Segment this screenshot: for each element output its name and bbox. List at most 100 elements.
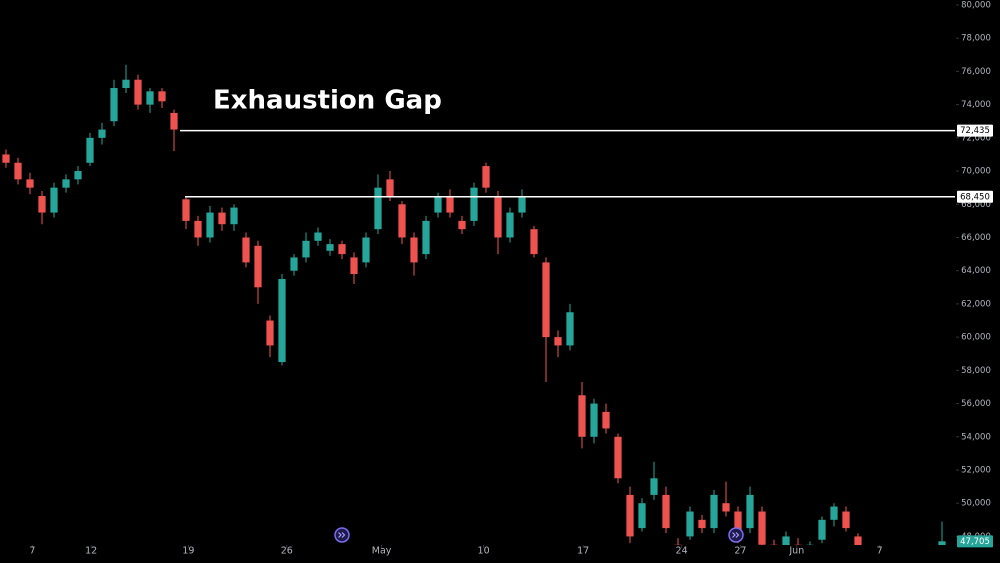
candle-body [302,240,310,258]
x-tick-label: 7 [29,546,35,557]
event-icon[interactable] [728,527,744,543]
candle-body [518,195,526,213]
candle-body [50,187,58,213]
candle-body [482,166,490,188]
candle-body [434,195,442,213]
x-tick-label: 24 [676,546,688,557]
candle-body [782,536,790,545]
x-tick-label: 17 [577,546,589,557]
candle-body [98,129,106,138]
candle-body [662,494,670,529]
y-tick-label: 78,000 [961,34,991,44]
y-tick-label: 76,000 [961,67,991,77]
candle-body [722,503,730,512]
candle-body [410,237,418,263]
candle-body [398,204,406,238]
candle-body [242,237,250,263]
candle-body [710,494,718,529]
candle-body [674,544,682,545]
y-tick-label: 56,000 [961,399,991,409]
candle-body [830,506,838,520]
y-tick-label: 80,000 [961,0,991,10]
candle-body [590,403,598,437]
candle-body [62,179,70,188]
candle-body [122,79,130,89]
candle-body [362,237,370,263]
y-tick-label: 54,000 [961,432,991,442]
candle-body [74,171,82,180]
candle-body [158,91,166,102]
candle-body [626,494,634,537]
y-tick-label: 70,000 [961,167,991,177]
x-tick-label: 26 [281,546,293,557]
candle-body [614,436,622,479]
y-tick-label: 52,000 [961,465,991,475]
candle-body [338,244,346,255]
y-tick-label: 60,000 [961,333,991,343]
level-label-box [957,190,993,203]
candle-body [194,220,202,238]
candle-body [14,162,22,180]
event-icon[interactable] [334,527,350,543]
candle-body [506,212,514,238]
x-tick-label: 7 [877,546,883,557]
candle-body [206,212,214,238]
level-label: 68,450 [960,192,990,202]
candle-body [842,511,850,529]
candle-body [230,207,238,225]
candle-body [938,541,946,545]
candle-body [26,179,34,188]
x-tick-label: May [372,546,392,557]
candle-body [86,137,94,163]
candle-body [446,195,454,213]
candle-body [746,494,754,529]
x-tick-label: 10 [478,546,490,557]
candle-body [386,179,394,196]
candle-body [458,220,466,230]
level-label: 72,435 [960,126,990,136]
y-tick-label: 72,000 [961,133,991,143]
candle-body [38,195,46,213]
candle-body [758,511,766,545]
y-tick-label: 64,000 [961,266,991,276]
candle-body [818,519,826,540]
candle-body [266,320,274,346]
candle-body [686,511,694,537]
candle-body [566,312,574,346]
candle-body [2,154,10,163]
candle-body [698,519,706,529]
candle-body [350,257,358,275]
candle-body [554,337,562,346]
candle-body [170,112,178,130]
level-label-box [957,124,993,137]
x-tick-label: Jun [788,546,804,557]
candle-body [134,79,142,105]
candle-body [650,478,658,495]
y-tick-label: 58,000 [961,366,991,376]
candle-body [494,195,502,238]
candle-body [314,232,322,241]
candle-body [770,544,778,545]
x-tick-label: 12 [85,546,97,557]
x-tick-label: 27 [734,546,746,557]
candle-body [278,279,286,363]
candle-body [470,187,478,221]
annotation: Exhaustion Gap [213,86,442,116]
candle-body [290,257,298,271]
axes: 48,00050,00052,00054,00056,00058,00060,0… [29,0,993,557]
candle-body [182,199,190,221]
candle-body [530,229,538,255]
candle-body [542,262,550,338]
candle-body [794,544,802,545]
x-tick-label: 19 [182,546,194,557]
candle-body [854,536,862,545]
candle-body [422,220,430,255]
candle-body [374,187,382,230]
plot-area [2,64,955,545]
y-tick-label: 68,000 [961,200,991,210]
y-tick-label: 50,000 [961,499,991,509]
candle-body [734,511,742,537]
last-price-box [957,535,993,548]
